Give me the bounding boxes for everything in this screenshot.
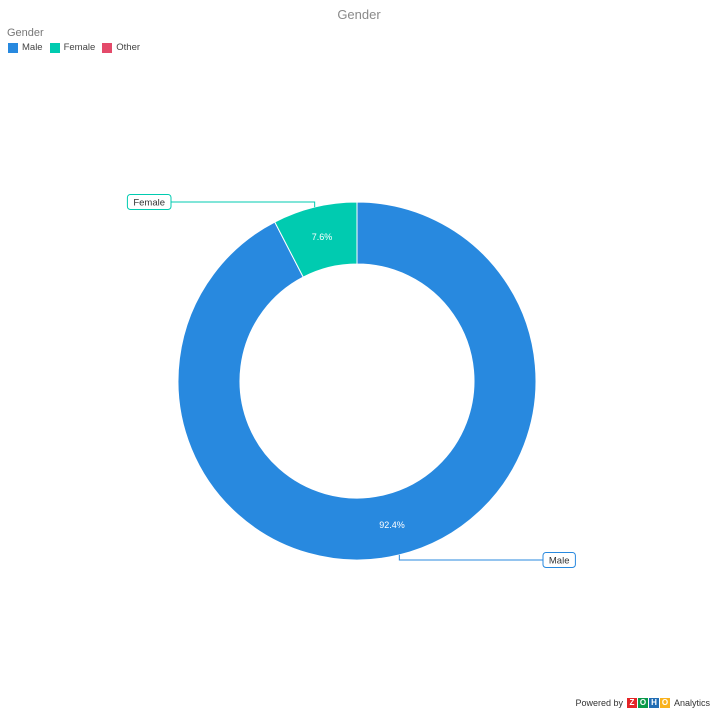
data-label-male: 92.4%	[379, 520, 405, 530]
callout-box-male	[542, 552, 576, 568]
callout-box-female	[126, 194, 172, 210]
legend-swatch-other	[102, 42, 113, 53]
footer: Powered by Z O H O Analytics	[575, 698, 710, 708]
zoho-logo: Z O H O	[626, 698, 670, 708]
legend-item-other[interactable]: Other	[102, 42, 140, 53]
zoho-logo-letter: O	[659, 698, 670, 708]
legend-swatch-female	[49, 42, 60, 53]
callout-line-male	[398, 554, 543, 561]
data-label-female: 7.6%	[312, 232, 333, 242]
zoho-logo-letter: Z	[626, 698, 637, 708]
chart-title: Gender	[337, 7, 381, 22]
legend-label-female: Female	[63, 42, 96, 53]
product-name: Analytics	[673, 698, 710, 708]
legend-swatch-male	[8, 42, 18, 53]
callout-label-female: Female	[133, 198, 165, 209]
legend-item-female[interactable]: Female	[49, 42, 96, 53]
legend-title: Gender	[7, 27, 44, 39]
legend-label-male: Male	[22, 42, 43, 53]
legend-item-male[interactable]: Male	[8, 42, 43, 53]
legend-label-other: Other	[116, 42, 141, 53]
donut-slice-female[interactable]	[274, 201, 358, 278]
callout-label-male: Male	[549, 556, 570, 567]
callout-line-female	[171, 201, 316, 208]
zoho-logo-letter: O	[637, 698, 648, 708]
powered-by-text: Powered by	[575, 698, 623, 708]
donut-slice-male[interactable]	[177, 201, 537, 561]
legend: Male Female Other	[8, 42, 140, 53]
zoho-logo-letter: H	[648, 698, 659, 708]
